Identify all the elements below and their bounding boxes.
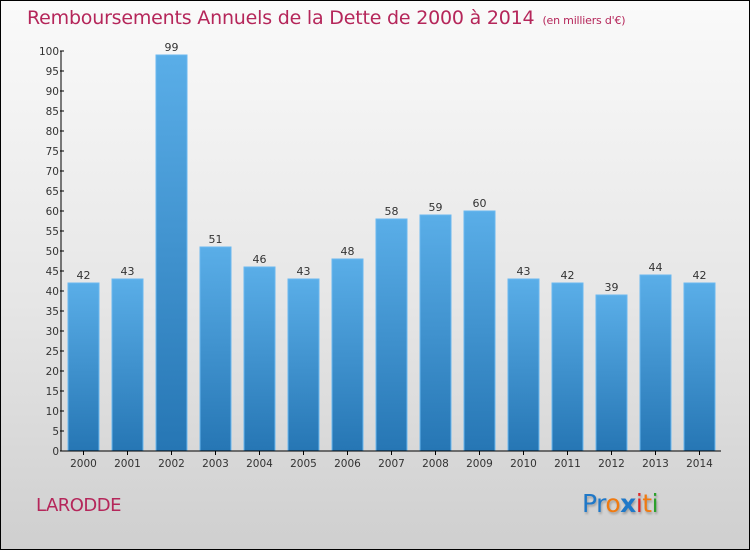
bar-2007 [375, 218, 408, 452]
y-tick-label-25: 25 [46, 346, 59, 358]
x-tick-label-2003: 2003 [202, 458, 229, 470]
y-tick-label-30: 30 [46, 326, 59, 338]
value-label-2014: 42 [693, 269, 707, 282]
y-tick-label-60: 60 [46, 206, 59, 218]
y-tick-label-75: 75 [46, 146, 59, 158]
bar-2005 [287, 278, 320, 452]
bar-2000 [67, 282, 100, 452]
x-tick-label-2004: 2004 [246, 458, 273, 470]
bar-2008 [419, 214, 452, 452]
bar-2003 [199, 246, 232, 452]
y-tick-label-15: 15 [46, 386, 59, 398]
logo-letter-5: t [642, 489, 652, 518]
y-tick-label-5: 5 [52, 426, 59, 438]
bar-2012 [595, 294, 628, 452]
value-label-2006: 48 [341, 245, 355, 258]
y-tick-label-55: 55 [46, 226, 59, 238]
bar-2001 [111, 278, 144, 452]
proxiti-logo[interactable]: Proxiti [582, 489, 659, 518]
value-label-2012: 39 [605, 281, 619, 294]
logo-letter-3: x [620, 489, 636, 518]
x-tick-label-2009: 2009 [466, 458, 493, 470]
y-tick-label-70: 70 [46, 166, 59, 178]
bar-2006 [331, 258, 364, 452]
x-tick-label-2006: 2006 [334, 458, 361, 470]
y-tick-label-90: 90 [46, 86, 59, 98]
y-tick-label-50: 50 [46, 246, 59, 258]
y-tick-label-35: 35 [46, 306, 59, 318]
bar-2010 [507, 278, 540, 452]
value-label-2011: 42 [561, 269, 575, 282]
title-main: Remboursements Annuels de la Dette de 20… [27, 7, 535, 29]
y-tick-label-20: 20 [46, 366, 59, 378]
y-tick-label-0: 0 [52, 446, 59, 458]
y-tick-label-95: 95 [46, 66, 59, 78]
bar-2011 [551, 282, 584, 452]
commune-name: LARODDE [36, 495, 122, 516]
value-label-2004: 46 [253, 253, 267, 266]
bar-2014 [683, 282, 716, 452]
bar-2004 [243, 266, 276, 452]
bar-2009 [463, 210, 496, 452]
x-tick-label-2007: 2007 [378, 458, 405, 470]
x-tick-label-2014: 2014 [686, 458, 713, 470]
value-label-2009: 60 [473, 197, 487, 210]
y-tick-label-45: 45 [46, 266, 59, 278]
logo-letter-4: i [635, 489, 643, 518]
x-tick-label-2000: 2000 [70, 458, 97, 470]
logo-letter-1: r [596, 489, 606, 518]
x-tick-label-2005: 2005 [290, 458, 317, 470]
bar-2013 [639, 274, 672, 452]
value-label-2010: 43 [517, 265, 531, 278]
x-tick-label-2008: 2008 [422, 458, 449, 470]
axes-group: 2000 2001 2002 2003 2004 2005 2006 2007 2008 2009… [39, 46, 721, 470]
value-label-2002: 99 [165, 41, 179, 54]
chart-title: Remboursements Annuels de la Dette de 20… [27, 7, 626, 29]
y-tick-label-80: 80 [46, 126, 59, 138]
logo-letter-6: i [651, 489, 659, 518]
x-tick-label-2013: 2013 [642, 458, 669, 470]
bars-group: 42 43 99 51 46 43 48 58 59 60 43 42 39 44 42 [67, 41, 716, 452]
y-tick-label-10: 10 [46, 406, 59, 418]
x-tick-label-2001: 2001 [114, 458, 141, 470]
bar-2002 [155, 54, 188, 452]
title-unit: (en milliers d'€) [542, 14, 626, 27]
logo-letter-0: P [582, 489, 597, 518]
y-tick-label-40: 40 [46, 286, 59, 298]
y-tick-label-65: 65 [46, 186, 59, 198]
value-label-2013: 44 [649, 261, 663, 274]
value-label-2005: 43 [297, 265, 311, 278]
x-tick-label-2002: 2002 [158, 458, 185, 470]
value-label-2000: 42 [77, 269, 91, 282]
logo-letter-2: o [605, 489, 621, 518]
value-label-2007: 58 [385, 205, 399, 218]
value-label-2003: 51 [209, 233, 223, 246]
x-tick-label-2010: 2010 [510, 458, 537, 470]
value-label-2001: 43 [121, 265, 135, 278]
y-tick-label-85: 85 [46, 106, 59, 118]
x-tick-label-2011: 2011 [554, 458, 581, 470]
x-tick-label-2012: 2012 [598, 458, 625, 470]
y-tick-label-100: 100 [39, 46, 59, 58]
value-label-2008: 59 [429, 201, 443, 214]
